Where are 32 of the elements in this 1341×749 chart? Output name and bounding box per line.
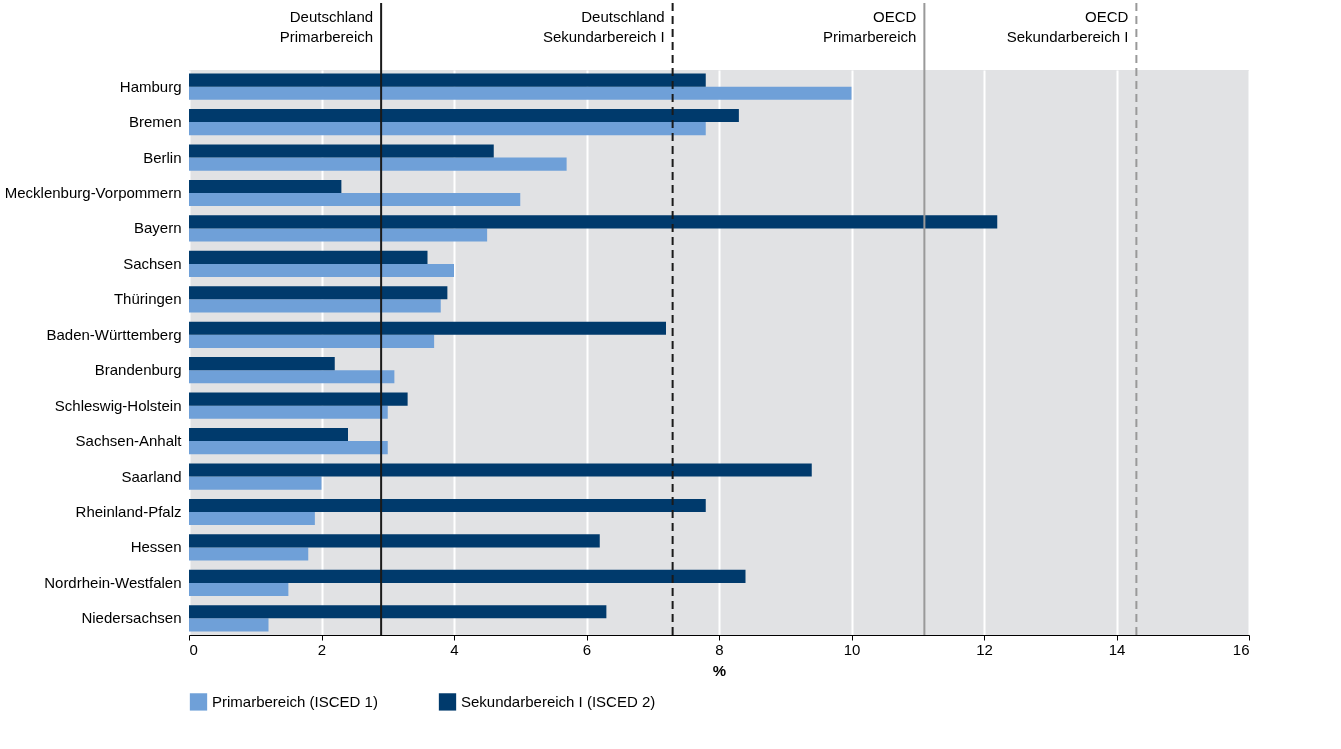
- y-tick-label: Brandenburg: [94, 361, 182, 379]
- x-tick-label: 14: [1108, 640, 1126, 658]
- x-axis-title: %: [712, 661, 727, 679]
- y-tick-label: Bremen: [128, 113, 182, 131]
- y-tick-label: Sachsen: [123, 254, 182, 272]
- y-tick-label: Thüringen: [113, 290, 182, 308]
- legend-label: Primarbereich (ISCED 1): [212, 692, 378, 710]
- x-tick-label: 6: [582, 640, 592, 658]
- x-tick-label: 10: [843, 640, 861, 658]
- y-tick-label: Bayern: [133, 219, 182, 237]
- y-tick-label: Schleswig-Holstein: [54, 396, 182, 414]
- ref-line-label: OECD Sekundarbereich I: [1006, 8, 1129, 45]
- y-tick-label: Hessen: [130, 538, 182, 556]
- y-tick-label: Hamburg: [119, 77, 182, 95]
- ref-line-label: Deutschland Sekundarbereich I: [542, 8, 665, 45]
- ref-line-label: Deutschland Primarbereich: [279, 8, 374, 45]
- x-tick-label: 0: [189, 640, 198, 658]
- x-tick-label: 8: [715, 640, 724, 658]
- legend-label: Sekundarbereich I (ISCED 2): [461, 692, 656, 710]
- x-tick-label: 12: [976, 640, 993, 658]
- y-tick-label: Sachsen-Anhalt: [75, 432, 183, 450]
- y-tick-label: Nordrhein-Westfalen: [44, 573, 182, 591]
- x-tick-label: 2: [317, 640, 327, 658]
- y-tick-label: Rheinland-Pfalz: [75, 503, 182, 520]
- y-tick-label: Saarland: [121, 467, 182, 485]
- y-tick-label: Baden-Württemberg: [46, 325, 182, 343]
- x-tick-label: 16: [1232, 640, 1250, 658]
- x-tick-label: 4: [450, 640, 459, 658]
- ref-line-label: OECD Primarbereich: [823, 8, 917, 45]
- y-tick-label: Mecklenburg-Vorpommern: [4, 184, 182, 201]
- y-tick-label: Niedersachsen: [81, 609, 182, 627]
- y-tick-label: Berlin: [143, 148, 182, 166]
